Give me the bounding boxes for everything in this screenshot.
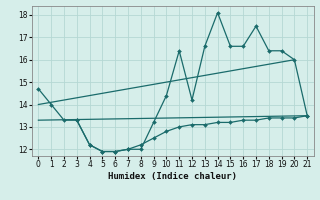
X-axis label: Humidex (Indice chaleur): Humidex (Indice chaleur) [108,172,237,181]
